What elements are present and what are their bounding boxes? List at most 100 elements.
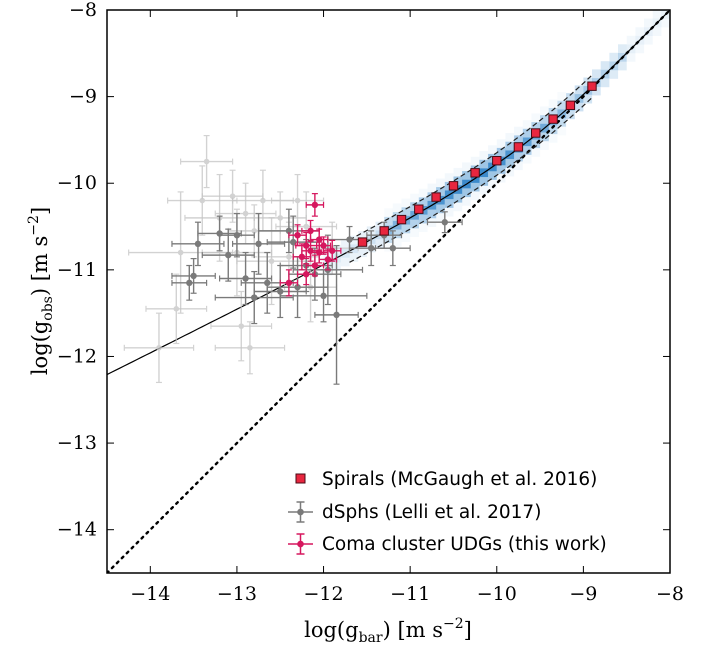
dsph-point bbox=[171, 264, 208, 301]
density-cell bbox=[635, 27, 645, 36]
density-cell bbox=[462, 197, 471, 206]
density-cell bbox=[548, 125, 558, 135]
dsph-faint-marker bbox=[247, 345, 253, 351]
density-cell bbox=[644, 18, 653, 28]
density-cell bbox=[462, 162, 471, 172]
density-cell bbox=[514, 126, 523, 136]
dsph-marker bbox=[285, 227, 293, 235]
legend: Spirals (McGaugh et al. 2016) dSphs (Lel… bbox=[288, 469, 607, 555]
density-cell bbox=[522, 120, 532, 129]
spiral-marker bbox=[565, 100, 576, 110]
legend-item-udgs: Coma cluster UDGs (this work) bbox=[288, 533, 607, 555]
density-cell bbox=[609, 70, 619, 79]
density-cell bbox=[505, 133, 515, 142]
rar-fit-line bbox=[107, 10, 670, 376]
udg-point bbox=[318, 248, 338, 271]
dsph-faint-point bbox=[214, 321, 286, 375]
dsph-point bbox=[214, 270, 294, 325]
density-cell bbox=[384, 234, 393, 243]
udg-point bbox=[279, 269, 299, 297]
density-cell bbox=[531, 113, 541, 123]
udg-point bbox=[322, 239, 342, 262]
density-cell bbox=[609, 52, 619, 62]
density-cell bbox=[479, 159, 489, 169]
spiral-marker bbox=[587, 81, 597, 91]
y-axis-title: log(gobs) [m s−2] bbox=[26, 207, 56, 375]
density-cell bbox=[566, 110, 575, 120]
dsph-faint-marker bbox=[268, 258, 275, 264]
x-tick-label: −14 bbox=[130, 583, 170, 605]
dsph-faint-point bbox=[214, 182, 277, 245]
spiral-marker bbox=[548, 114, 558, 124]
y-tick-label: −8 bbox=[69, 0, 97, 21]
spiral-marker bbox=[357, 237, 368, 247]
udg-marker bbox=[311, 201, 319, 209]
density-cell bbox=[488, 179, 497, 189]
density-cell bbox=[427, 209, 437, 219]
dsph-marker bbox=[320, 292, 327, 300]
density-cell bbox=[401, 207, 411, 216]
density-cell bbox=[514, 161, 523, 171]
dsph-faint-marker bbox=[251, 228, 258, 234]
legend-marker-spirals bbox=[295, 473, 306, 484]
udg-point bbox=[309, 228, 329, 251]
density-cell bbox=[470, 182, 480, 192]
dsph-faint-marker bbox=[286, 254, 292, 260]
density-cell bbox=[392, 229, 402, 239]
density-cell bbox=[652, 10, 662, 19]
density-cell bbox=[661, 18, 670, 28]
x-tick-label: −11 bbox=[390, 583, 430, 605]
dsph-point bbox=[201, 228, 255, 282]
dsph-point bbox=[171, 221, 225, 267]
density-cell bbox=[531, 139, 541, 149]
y-tick-label: −12 bbox=[57, 345, 97, 367]
x-tick-label: −10 bbox=[477, 583, 517, 605]
udg-point bbox=[288, 224, 307, 247]
y-tick-label: −10 bbox=[57, 172, 97, 194]
spiral-marker bbox=[448, 181, 459, 191]
dsph-marker bbox=[255, 240, 262, 248]
density-cell bbox=[522, 154, 532, 164]
density-cell bbox=[358, 231, 367, 240]
density-cell bbox=[618, 44, 627, 53]
dsph-faint-point bbox=[167, 165, 238, 236]
y-tick-label: −14 bbox=[57, 519, 97, 541]
dsph-point bbox=[374, 230, 411, 267]
dsph-faint-marker bbox=[203, 158, 210, 165]
density-cell bbox=[470, 191, 480, 201]
plot-frame bbox=[106, 9, 671, 574]
density-cell bbox=[453, 202, 463, 212]
dsph-faint-point bbox=[145, 273, 208, 345]
legend-marker-udgs-dot bbox=[297, 540, 304, 548]
y-tick-label: −13 bbox=[57, 432, 97, 454]
density-cell bbox=[444, 173, 454, 182]
dsph-faint-point bbox=[180, 134, 234, 189]
udg-marker bbox=[303, 270, 310, 278]
density-cell bbox=[644, 35, 653, 45]
spiral-marker bbox=[396, 214, 407, 225]
udg-marker bbox=[320, 242, 327, 249]
x-tick-label: −8 bbox=[656, 583, 684, 605]
density-cell bbox=[418, 214, 428, 224]
dsph-point bbox=[426, 211, 463, 234]
dsph-faint-point bbox=[210, 290, 273, 362]
udg-point bbox=[305, 193, 325, 217]
dsph-faint-point bbox=[123, 312, 195, 384]
dsph-point bbox=[219, 212, 255, 258]
udg-marker bbox=[311, 262, 319, 269]
udg-marker bbox=[316, 236, 323, 243]
density-cell bbox=[540, 115, 549, 124]
spiral-marker bbox=[531, 128, 541, 138]
scatter-lower-dashed-line bbox=[349, 97, 593, 263]
dsph-faint-marker bbox=[229, 193, 236, 200]
dsph-marker bbox=[251, 294, 258, 301]
density-cell bbox=[384, 208, 393, 217]
density-cell bbox=[401, 198, 411, 208]
density-cell bbox=[505, 159, 515, 168]
density-cell bbox=[652, 27, 662, 36]
density-cell bbox=[479, 185, 489, 195]
dsph-marker bbox=[290, 238, 297, 246]
density-cell bbox=[340, 257, 350, 267]
dsph-marker bbox=[186, 279, 193, 287]
density-cell bbox=[427, 183, 437, 193]
